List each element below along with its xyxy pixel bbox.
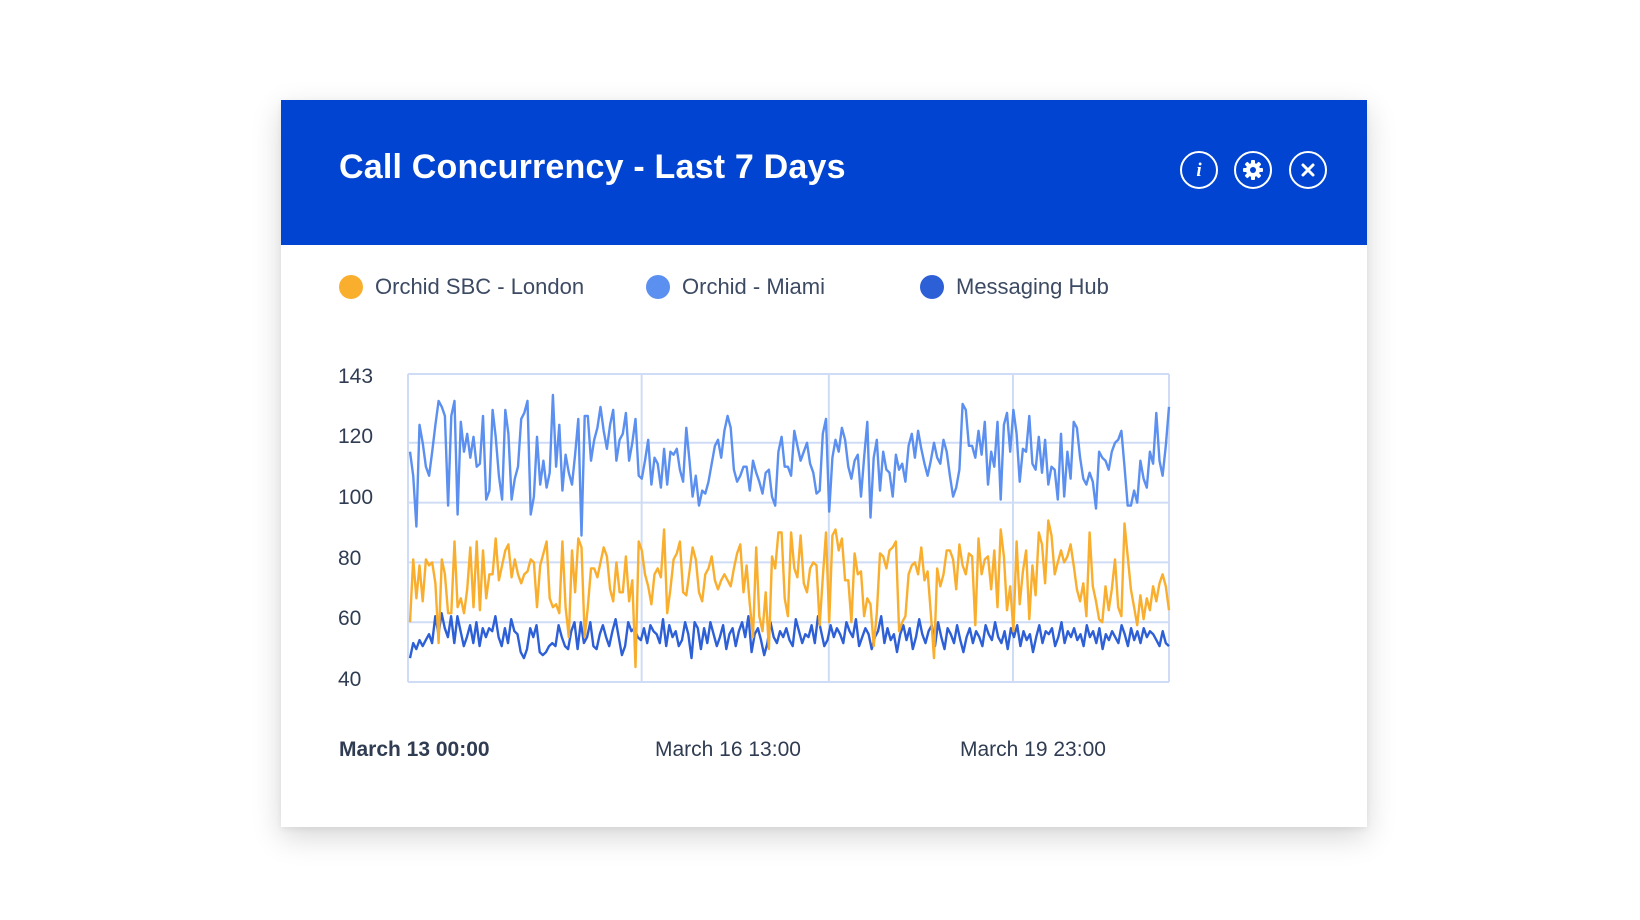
legend-label: Orchid - Miami — [682, 274, 826, 299]
x-tick-label: March 16 13:00 — [655, 738, 801, 761]
gear-icon — [1243, 160, 1263, 180]
legend-label: Messaging Hub — [956, 274, 1109, 299]
legend-item-messaging-hub[interactable]: Messaging Hub — [920, 274, 1109, 300]
chart-widget-card: Call Concurrency - Last 7 Days i — [281, 100, 1367, 827]
legend-swatch — [646, 275, 670, 299]
x-tick-label: March 19 23:00 — [960, 738, 1106, 761]
x-tick-label: March 13 00:00 — [339, 738, 490, 761]
info-button[interactable]: i — [1180, 151, 1218, 189]
close-button[interactable] — [1289, 151, 1327, 189]
widget-header: Call Concurrency - Last 7 Days i — [281, 100, 1367, 245]
chart-series — [408, 393, 1171, 669]
y-tick-label: 80 — [338, 547, 361, 570]
y-tick-label: 40 — [338, 668, 361, 691]
line-chart: 143 120 100 80 60 40 — [338, 365, 1171, 691]
y-tick-label: 143 — [338, 365, 373, 388]
series-line-messaging-hub[interactable] — [408, 612, 1170, 660]
series-line-orchid-sbc-london[interactable] — [408, 519, 1171, 669]
legend-swatch — [920, 275, 944, 299]
info-icon: i — [1196, 160, 1202, 181]
y-tick-label: 120 — [338, 425, 373, 448]
widget-title: Call Concurrency - Last 7 Days — [339, 148, 846, 186]
settings-button[interactable] — [1234, 151, 1272, 189]
legend-swatch — [339, 275, 363, 299]
svg-text:i: i — [1196, 160, 1202, 181]
series-line-orchid-miami[interactable] — [408, 393, 1171, 537]
y-tick-label: 60 — [338, 607, 361, 630]
close-icon — [1301, 163, 1315, 177]
y-tick-label: 100 — [338, 486, 373, 509]
legend-item-miami[interactable]: Orchid - Miami — [646, 274, 825, 300]
legend-item-london[interactable]: Orchid SBC - London — [339, 274, 584, 300]
legend-label: Orchid SBC - London — [375, 274, 585, 299]
y-axis-ticks: 143 120 100 80 60 40 — [338, 365, 373, 691]
